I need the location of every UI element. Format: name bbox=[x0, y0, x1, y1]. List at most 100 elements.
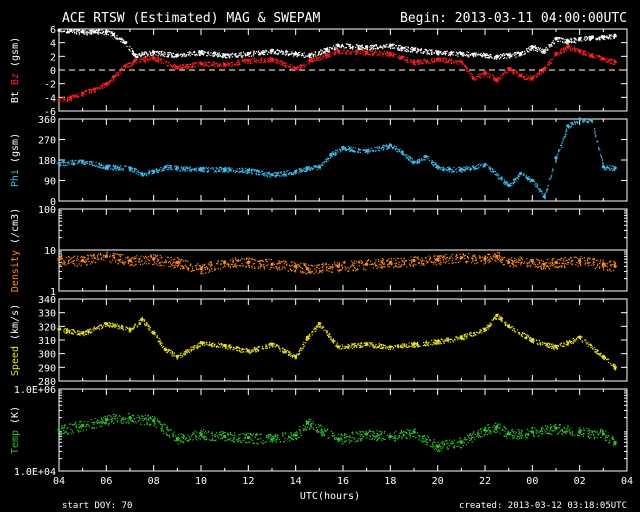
data-dot bbox=[107, 165, 110, 167]
data-dot bbox=[322, 55, 324, 57]
data-dot bbox=[308, 264, 310, 266]
data-dot bbox=[445, 58, 447, 60]
data-dot bbox=[220, 263, 222, 265]
data-dot bbox=[308, 56, 311, 59]
data-dot bbox=[533, 75, 535, 77]
data-dot bbox=[164, 53, 166, 55]
data-dot bbox=[281, 261, 284, 263]
data-dot bbox=[374, 48, 376, 50]
data-dot bbox=[210, 64, 212, 66]
data-dot bbox=[293, 171, 295, 173]
data-dot bbox=[250, 55, 253, 57]
data-dot bbox=[324, 48, 326, 50]
data-dot bbox=[509, 57, 511, 59]
data-dot bbox=[360, 51, 362, 53]
data-dot bbox=[375, 44, 378, 46]
data-dot bbox=[330, 266, 332, 268]
data-dot bbox=[202, 54, 205, 56]
data-dot bbox=[271, 60, 274, 62]
data-dot bbox=[83, 163, 85, 165]
data-dot bbox=[302, 54, 304, 56]
data-dot bbox=[508, 67, 510, 69]
data-dot bbox=[538, 73, 540, 76]
data-dot bbox=[600, 155, 602, 157]
data-dot bbox=[557, 38, 559, 40]
data-dot bbox=[69, 97, 71, 99]
data-dot bbox=[179, 65, 181, 67]
data-dot bbox=[153, 52, 156, 55]
data-dot bbox=[120, 253, 122, 256]
data-dot bbox=[111, 81, 113, 83]
data-dot bbox=[540, 49, 542, 52]
data-dot bbox=[312, 56, 314, 58]
data-dot bbox=[321, 58, 323, 60]
data-dot bbox=[244, 54, 246, 56]
data-dot bbox=[345, 46, 347, 49]
data-dot bbox=[479, 73, 481, 75]
data-dot bbox=[100, 257, 102, 259]
data-dot bbox=[182, 168, 184, 170]
data-dot bbox=[530, 75, 532, 77]
data-dot bbox=[227, 65, 230, 67]
data-dot bbox=[188, 63, 190, 65]
data-dot bbox=[238, 167, 240, 170]
data-dot bbox=[213, 55, 216, 57]
data-dot bbox=[214, 268, 216, 270]
data-dot bbox=[371, 44, 374, 47]
y-axis-label-part: (gsm) bbox=[10, 37, 21, 73]
data-dot bbox=[357, 268, 359, 270]
data-dot bbox=[94, 256, 96, 258]
data-dot bbox=[383, 145, 386, 147]
data-dot bbox=[260, 51, 262, 53]
data-dot bbox=[167, 55, 170, 57]
data-dot bbox=[131, 62, 133, 64]
data-dot bbox=[203, 167, 205, 169]
data-dot bbox=[523, 76, 525, 78]
data-dot bbox=[233, 265, 235, 268]
data-dot bbox=[179, 68, 181, 70]
data-dot bbox=[212, 61, 214, 63]
data-dot bbox=[72, 256, 74, 259]
data-dot bbox=[293, 66, 295, 69]
data-dot bbox=[330, 153, 333, 155]
data-dot bbox=[88, 160, 91, 163]
data-dot bbox=[247, 54, 250, 56]
data-dot bbox=[223, 171, 225, 173]
data-dot bbox=[451, 59, 454, 62]
data-dot bbox=[185, 167, 188, 169]
data-dot bbox=[106, 251, 109, 253]
data-dot bbox=[118, 169, 120, 171]
data-dot bbox=[366, 51, 368, 53]
data-dot bbox=[410, 61, 412, 63]
data-dot bbox=[505, 71, 508, 74]
data-dot bbox=[381, 147, 383, 149]
data-dot bbox=[597, 140, 599, 142]
data-dot bbox=[442, 59, 445, 61]
data-dot bbox=[407, 46, 409, 48]
data-dot bbox=[371, 50, 373, 52]
data-dot bbox=[294, 70, 296, 72]
data-dot bbox=[159, 254, 161, 257]
data-dot bbox=[428, 53, 430, 55]
data-dot bbox=[182, 55, 184, 57]
data-dot bbox=[171, 53, 173, 55]
data-dot bbox=[550, 175, 553, 177]
data-dot bbox=[434, 59, 436, 62]
data-dot bbox=[174, 165, 176, 167]
data-dot bbox=[220, 56, 223, 58]
data-dot bbox=[357, 147, 360, 150]
data-dot bbox=[360, 48, 362, 50]
data-dot bbox=[514, 53, 516, 55]
data-dot bbox=[349, 51, 351, 54]
data-dot bbox=[399, 49, 401, 52]
data-dot bbox=[119, 37, 121, 39]
data-dot bbox=[419, 50, 422, 52]
data-dot bbox=[607, 58, 609, 60]
series-phi bbox=[57, 117, 617, 200]
data-dot bbox=[234, 55, 236, 57]
data-dot bbox=[499, 79, 501, 81]
data-dot bbox=[544, 65, 546, 67]
data-dot bbox=[237, 64, 239, 66]
data-dot bbox=[352, 270, 355, 272]
data-dot bbox=[281, 266, 284, 268]
